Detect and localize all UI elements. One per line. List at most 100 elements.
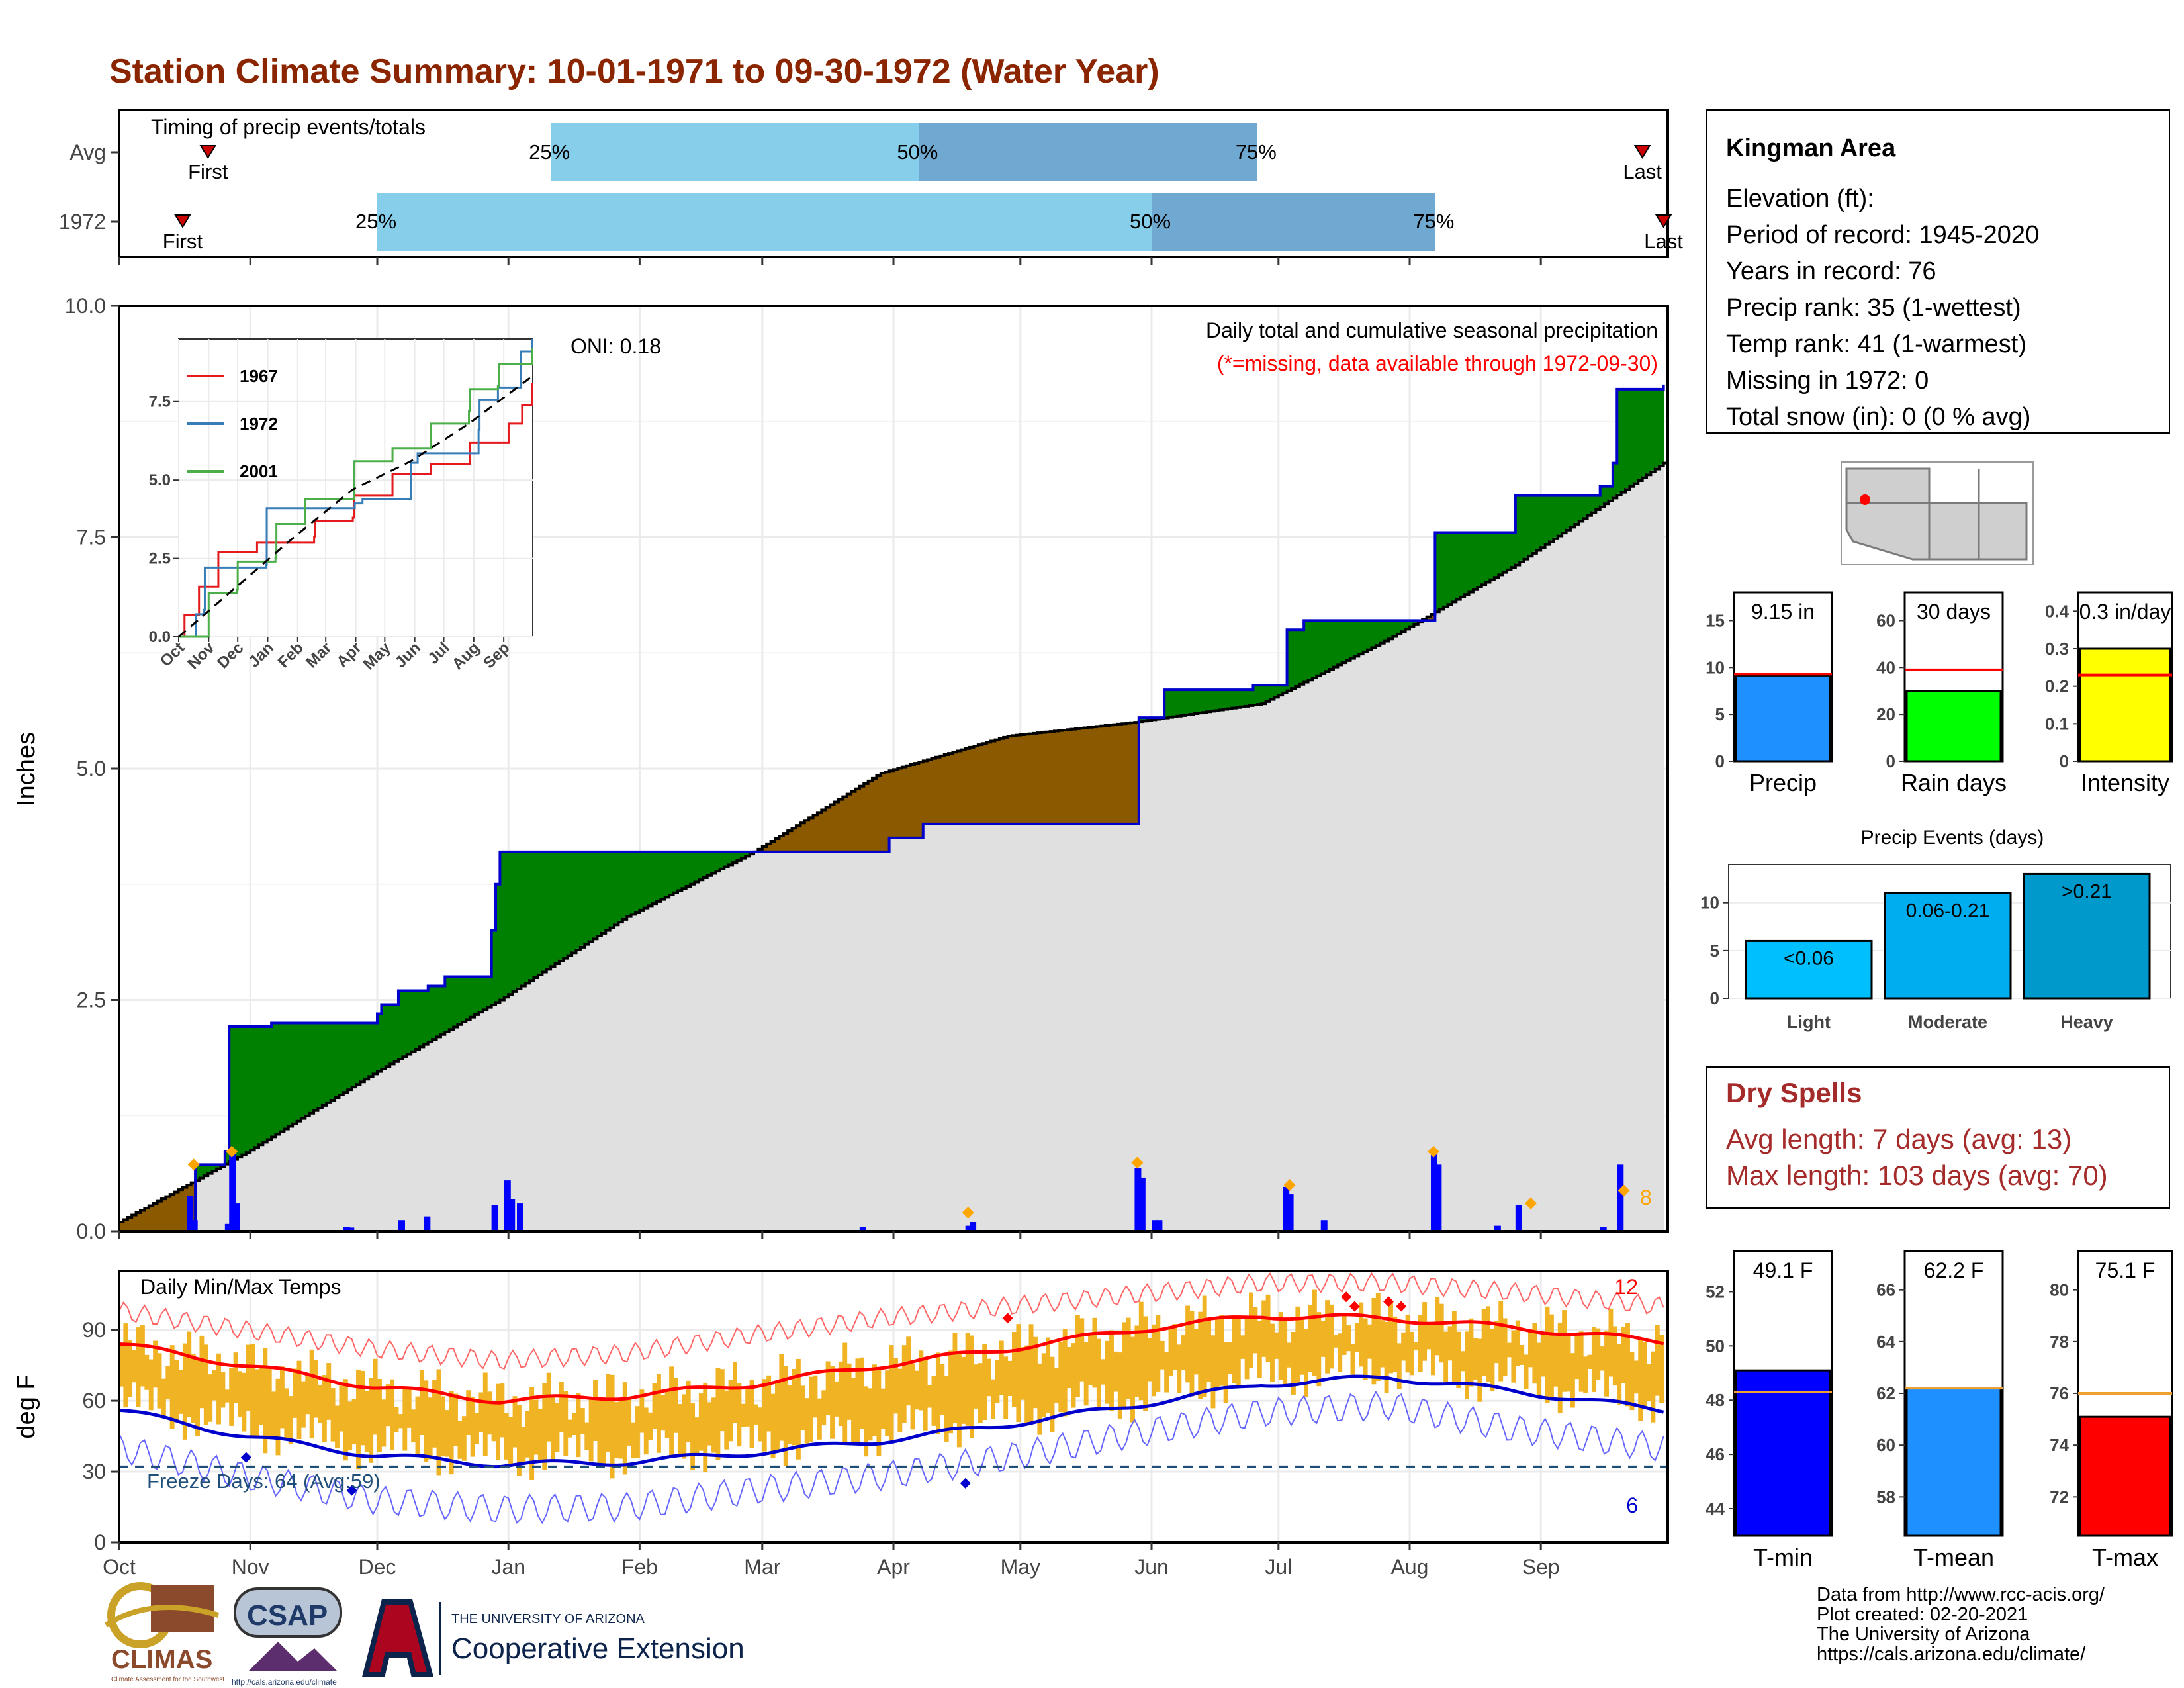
avg-fill-segment: [466, 1018, 471, 1231]
daily-temp-bar: [606, 1374, 611, 1452]
daily-precip-bar: [1134, 1168, 1142, 1231]
avg-fill-segment: [390, 1062, 395, 1231]
events-bar: [1745, 939, 1873, 1000]
avg-fill-segment: [859, 851, 864, 1231]
daily-temp-bar: [923, 1358, 928, 1431]
avg-fill-segment: [1502, 571, 1508, 1231]
daily-temp-bar: [1316, 1312, 1322, 1387]
avg-fill-segment: [914, 837, 919, 1231]
avg-fill-segment: [1177, 716, 1182, 1231]
daily-temp-bar: [127, 1340, 132, 1397]
ua-logo: THE UNIVERSITY OF ARIZONA Cooperative Ex…: [361, 1599, 745, 1677]
avg-fill-segment: [199, 1176, 205, 1231]
timing-first-marker: [199, 145, 217, 159]
inset-x-tick-label: May: [359, 639, 394, 674]
daily-temp-bar: [1396, 1343, 1402, 1389]
daily-temp-bar: [525, 1411, 530, 1458]
inset-x-tick-label: Dec: [214, 639, 247, 672]
avg-fill-segment: [1346, 659, 1351, 1231]
avg-fill-segment: [398, 1058, 403, 1231]
daily-temp-bar: [880, 1388, 886, 1429]
below-avg-fill: [796, 824, 801, 852]
summary-y-tick-label: 0: [1715, 751, 1725, 771]
daily-temp-bar: [576, 1393, 581, 1458]
timing-pct-75: 75%: [1413, 210, 1454, 233]
avg-fill-segment: [1143, 720, 1148, 1231]
month-tick-label: Nov: [232, 1555, 269, 1579]
below-avg-fill: [1092, 726, 1097, 824]
daily-temp-bar: [707, 1402, 712, 1446]
above-avg-fill: [449, 976, 454, 1029]
daily-temp-bar: [318, 1384, 323, 1423]
below-avg-fill: [842, 795, 848, 852]
daily-temp-bar: [275, 1378, 281, 1456]
record-high-marker: [1341, 1291, 1352, 1303]
daily-temp-bar: [1291, 1331, 1296, 1395]
avg-fill-segment: [1465, 593, 1470, 1231]
above-avg-fill: [1287, 630, 1292, 690]
daily-temp-bar: [1168, 1328, 1173, 1376]
timing-first-marker: [174, 214, 191, 228]
inset-y-tick-label: 7.5: [149, 393, 171, 411]
above-avg-fill: [1350, 620, 1355, 658]
avg-fill-segment: [927, 823, 933, 1231]
avg-fill-segment: [868, 851, 873, 1231]
daily-temp-bar: [1507, 1342, 1512, 1358]
daily-temp-bar: [475, 1413, 479, 1444]
above-avg-fill: [288, 1023, 293, 1125]
daily-temp-bar: [1105, 1340, 1110, 1404]
below-avg-fill: [834, 800, 839, 852]
avg-fill-segment: [521, 984, 526, 1231]
daily-temp-bar: [1439, 1303, 1444, 1363]
avg-fill-segment: [804, 851, 809, 1231]
daily-temp-bar: [508, 1417, 514, 1464]
daily-temp-bar: [1414, 1342, 1419, 1350]
above-avg-fill: [537, 851, 543, 974]
daily-temp-bar: [1422, 1302, 1428, 1361]
inset-x-tick-label: Nov: [184, 639, 218, 673]
avg-fill-segment: [216, 1167, 222, 1231]
daily-temp-bar: [1156, 1315, 1161, 1392]
above-avg-fill: [639, 851, 645, 910]
daily-temp-bar: [1130, 1336, 1135, 1423]
above-avg-fill: [470, 976, 475, 1016]
daily-temp-bar: [1443, 1331, 1449, 1383]
below-avg-fill: [851, 790, 856, 852]
daily-temp-bar: [673, 1378, 678, 1433]
avg-fill-segment: [872, 851, 878, 1231]
avg-fill-segment: [1600, 505, 1605, 1231]
avg-fill-segment: [1232, 708, 1237, 1231]
daily-temp-bar: [965, 1333, 970, 1426]
avg-fill-segment: [813, 851, 818, 1231]
avg-fill-segment: [956, 823, 962, 1231]
daily-temp-bar: [1338, 1333, 1343, 1372]
above-avg-fill: [275, 1023, 281, 1133]
daily-temp-bar: [1193, 1329, 1199, 1375]
avg-fill-segment: [825, 851, 831, 1231]
avg-fill-segment: [1578, 520, 1584, 1231]
daily-temp-bar: [542, 1383, 547, 1470]
avg-fill-segment: [1363, 651, 1368, 1231]
above-avg-fill: [1532, 495, 1537, 552]
avg-fill-segment: [673, 892, 678, 1231]
avg-fill-segment: [1228, 708, 1233, 1231]
daily-temp-bar: [1481, 1309, 1486, 1376]
avg-fill-segment: [931, 823, 936, 1231]
daily-temp-bar: [1092, 1317, 1097, 1388]
station-info-frame: [1706, 109, 2170, 434]
avg-fill-segment: [1083, 823, 1089, 1231]
above-avg-fill: [271, 1023, 277, 1136]
daily-temp-bar: [424, 1380, 429, 1462]
daily-temp-bar: [809, 1376, 814, 1442]
daily-temp-bar: [1659, 1335, 1664, 1403]
temp-y-tick-label: 60: [82, 1389, 106, 1413]
avg-fill-segment: [1312, 677, 1317, 1231]
record-low-marker: [346, 1485, 357, 1496]
daily-temp-bar: [635, 1406, 640, 1459]
avg-fill-segment: [991, 823, 996, 1231]
daily-temp-bar: [614, 1402, 619, 1458]
avg-fill-segment: [377, 1070, 382, 1231]
main-y-tick-label: 7.5: [77, 526, 106, 549]
daily-temp-bar: [339, 1385, 344, 1432]
